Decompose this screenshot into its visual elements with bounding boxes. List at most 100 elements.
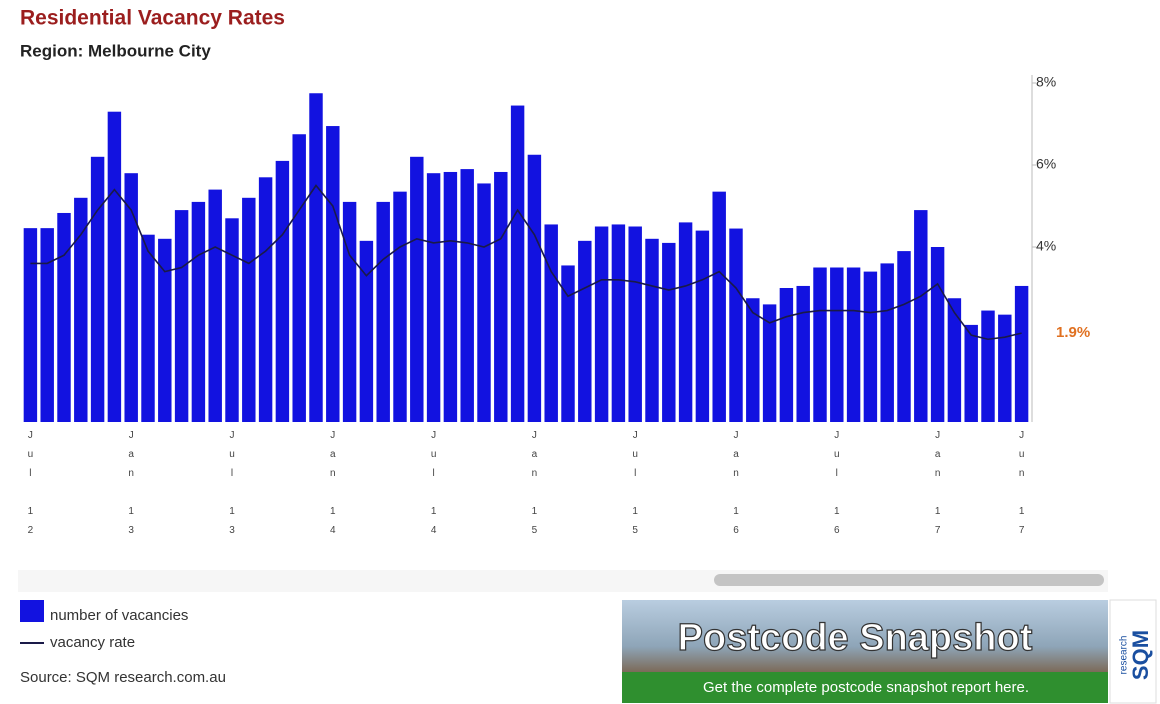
chart-title: Residential Vacancy Rates <box>20 7 285 30</box>
x-tick-char: 6 <box>834 525 840 536</box>
bar <box>695 230 710 422</box>
legend-label: vacancy rate <box>50 634 135 651</box>
y-tick-label: 8% <box>1036 74 1056 90</box>
bar <box>628 226 642 422</box>
x-tick-char: J <box>834 430 839 441</box>
bar <box>561 265 575 422</box>
bar <box>998 314 1012 422</box>
x-tick-char: u <box>632 449 638 460</box>
x-tick-char: n <box>532 468 538 479</box>
x-tick-char: 1 <box>632 506 638 517</box>
banner[interactable]: Postcode Snapshot Get the complete postc… <box>622 599 1157 704</box>
x-tick-char: n <box>733 468 739 479</box>
bar <box>342 201 357 422</box>
x-tick-char: a <box>733 449 739 460</box>
x-tick-char: 6 <box>733 525 739 536</box>
x-tick-char: 7 <box>935 525 941 536</box>
bar <box>863 271 878 422</box>
bar <box>208 189 222 422</box>
bar <box>746 298 760 422</box>
x-tick-char: u <box>28 449 34 460</box>
x-tick-char <box>1020 487 1023 498</box>
chart-subtitle: Region: Melbourne City <box>20 41 211 60</box>
bar <box>645 238 659 422</box>
x-tick-char: 1 <box>834 506 840 517</box>
x-tick-char: l <box>634 468 636 479</box>
x-tick-char: u <box>1019 449 1025 460</box>
x-tick-char <box>735 487 738 498</box>
x-tick-char: a <box>330 449 336 460</box>
y-tick-label: 4% <box>1036 238 1056 254</box>
bar <box>712 191 726 422</box>
bar <box>779 288 794 422</box>
x-tick-char: l <box>231 468 233 479</box>
bar <box>611 224 626 422</box>
x-tick-char: J <box>734 430 739 441</box>
bar <box>897 251 911 422</box>
bar <box>880 263 894 422</box>
banner-title: Postcode Snapshot <box>678 617 1033 659</box>
bar <box>477 183 491 422</box>
x-tick-char: J <box>129 430 134 441</box>
bar <box>107 111 122 422</box>
bar <box>90 156 105 423</box>
x-tick-char: u <box>229 449 235 460</box>
bar <box>174 210 189 422</box>
x-tick-char: l <box>29 468 31 479</box>
bar <box>729 228 743 422</box>
source-note: Source: SQM research.com.au <box>20 669 226 686</box>
bar <box>981 310 995 422</box>
x-tick-char: J <box>633 430 638 441</box>
bar <box>762 304 777 422</box>
legend-label: number of vacancies <box>50 607 188 624</box>
x-tick-char: n <box>1019 468 1025 479</box>
bar <box>225 218 239 422</box>
bar <box>544 224 558 422</box>
x-tick-char: n <box>935 468 941 479</box>
x-tick-char <box>432 487 435 498</box>
bar <box>309 93 323 422</box>
bar <box>947 298 962 422</box>
x-tick-char: 1 <box>935 506 941 517</box>
bar <box>914 210 928 422</box>
x-tick-char: 3 <box>229 525 235 536</box>
logo-box <box>1109 599 1157 704</box>
bar <box>410 156 424 423</box>
x-tick-char: 7 <box>1019 525 1025 536</box>
line <box>30 184 1022 341</box>
x-tick-char <box>29 487 32 498</box>
banner-text: Get the complete postcode snapshot repor… <box>703 679 1029 696</box>
bar <box>426 173 441 422</box>
bar <box>1014 285 1029 422</box>
bar <box>326 126 340 423</box>
x-tick-char: J <box>532 430 537 441</box>
logo-sub: research <box>1119 636 1130 675</box>
bar <box>158 238 172 422</box>
x-tick-char: n <box>330 468 336 479</box>
logo: SQM <box>1128 630 1153 680</box>
x-tick-char: a <box>532 449 538 460</box>
x-tick-char: 2 <box>28 525 34 536</box>
bar <box>594 226 609 422</box>
bar <box>359 240 374 422</box>
x-tick-char: u <box>834 449 840 460</box>
x-tick-char <box>835 487 838 498</box>
x-tick-char <box>533 487 536 498</box>
bar <box>830 267 844 422</box>
legend-swatch-bar <box>20 600 44 622</box>
x-tick-char <box>331 487 334 498</box>
x-tick-char <box>231 487 234 498</box>
x-tick-char: u <box>431 449 437 460</box>
banner-strip <box>622 672 1108 703</box>
x-tick-char: 5 <box>632 525 638 536</box>
x-tick-char: J <box>1019 430 1024 441</box>
x-tick-char: l <box>836 468 838 479</box>
scrollbar-thumb[interactable] <box>714 574 1104 586</box>
